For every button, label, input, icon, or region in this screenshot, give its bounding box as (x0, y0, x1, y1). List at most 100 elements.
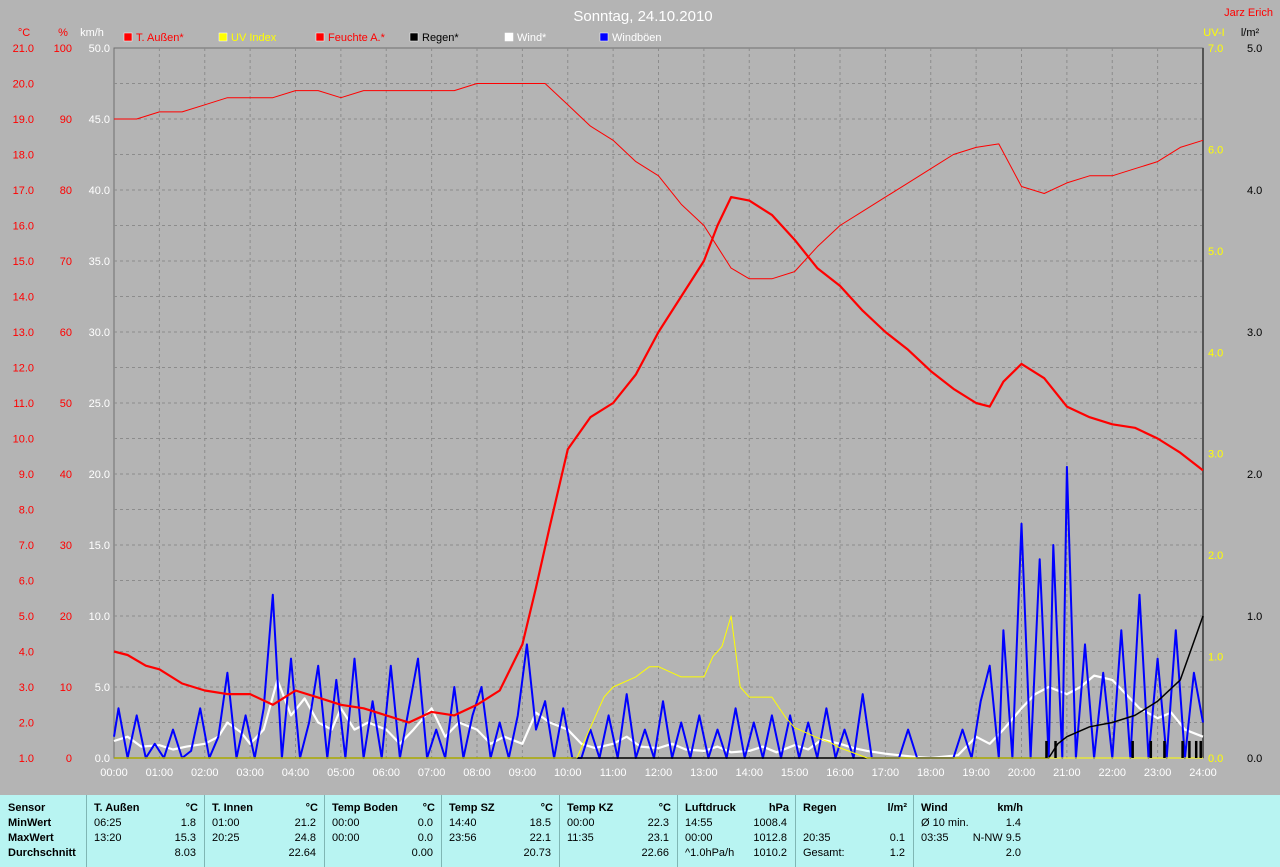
humidity-tick-label: 90 (60, 114, 72, 126)
stats-value-cell: 23.1 (647, 832, 669, 844)
legend-swatch (409, 32, 419, 42)
stats-value-cell: 1.4 (1005, 817, 1021, 829)
legend-label: UV Index (231, 32, 277, 44)
stats-time-cell: 23:56 (449, 832, 477, 844)
temp-tick-label: 3.0 (19, 682, 34, 694)
temp-tick-label: 12.0 (13, 363, 34, 375)
temp-tick-label: 19.0 (13, 114, 34, 126)
humidity-tick-label: 70 (60, 256, 72, 268)
wind-unit-label: km/h (80, 27, 104, 39)
stats-time-cell: 00:00 (567, 817, 595, 829)
rain-unit-label: l/m² (1241, 27, 1260, 39)
stats-value-cell: 20.73 (523, 847, 551, 859)
stats-group-unit: km/h (997, 802, 1023, 814)
humidity-tick-label: 80 (60, 185, 72, 197)
rain-tick-label: 0.0 (1247, 753, 1262, 765)
humidity-tick-label: 10 (60, 682, 72, 694)
x-tick-label: 12:00 (645, 767, 673, 779)
legend-label: Regen* (422, 32, 459, 44)
uv-tick-label: 6.0 (1208, 144, 1223, 156)
legend: T. Außen* UV Index Feuchte A.* Regen* Wind* W… (123, 32, 662, 44)
x-tick-label: 11:00 (600, 767, 627, 779)
humidity-unit-label: % (58, 27, 68, 39)
uv-tick-label: 3.0 (1208, 449, 1223, 461)
stats-value-cell: 22.3 (647, 817, 669, 829)
stats-value-cell: 24.8 (294, 832, 316, 844)
temp-tick-label: 15.0 (13, 256, 34, 268)
temp-tick-label: 14.0 (13, 292, 34, 304)
stats-time-cell: Gesamt: (803, 847, 845, 859)
series-regen-line (114, 615, 1204, 759)
stats-value-cell: 0.00 (411, 847, 433, 859)
stats-row-label: Durchschnitt (8, 847, 76, 859)
stats-group-unit: °C (422, 802, 435, 814)
x-tick-label: 04:00 (282, 767, 310, 779)
stats-value-cell: 1008.4 (753, 817, 787, 829)
rain-tick-label: 2.0 (1247, 469, 1262, 481)
series-feuchte-a-line (114, 83, 1204, 280)
temp-tick-label: 4.0 (19, 647, 34, 659)
stats-column-separator (324, 795, 325, 867)
rain-tick-label: 3.0 (1247, 327, 1262, 339)
stats-time-cell: 13:20 (94, 832, 122, 844)
stats-value-cell: 0.0 (417, 832, 433, 844)
x-tick-label: 07:00 (418, 767, 446, 779)
x-tick-label: 13:00 (690, 767, 718, 779)
x-tick-label: 15:00 (781, 767, 809, 779)
stats-time-cell: 00:00 (332, 832, 360, 844)
stats-group-unit: °C (185, 802, 198, 814)
humidity-tick-label: 60 (60, 327, 72, 339)
temp-tick-label: 20.0 (13, 79, 34, 91)
x-tick-label: 10:00 (554, 767, 582, 779)
stats-column-separator (913, 795, 914, 867)
stats-time-cell: ^1.0hPa/h (685, 847, 735, 859)
x-tick-label: 24:00 (1189, 767, 1217, 779)
stats-group-title: T. Außen (94, 802, 140, 814)
legend-label: Wind* (517, 32, 547, 44)
wind-tick-label: 10.0 (89, 611, 110, 623)
chart-title: Sonntag, 24.10.2010 (573, 8, 712, 25)
legend-label: T. Außen* (136, 32, 184, 44)
uv-tick-label: 4.0 (1208, 347, 1223, 359)
x-tick-label: 18:00 (917, 767, 945, 779)
x-tick-label: 03:00 (236, 767, 264, 779)
x-tick-label: 17:00 (872, 767, 900, 779)
x-tick-label: 09:00 (509, 767, 537, 779)
series-t-au-en-line (113, 196, 1204, 724)
stats-value-cell: 18.5 (529, 817, 551, 829)
stats-value-cell: 15.3 (174, 832, 196, 844)
stats-value-cell: 0.0 (417, 817, 433, 829)
stats-group-unit: °C (305, 802, 318, 814)
stats-group-title: Wind (921, 802, 948, 814)
stats-time-cell: 14:55 (685, 817, 713, 829)
legend-swatch (599, 32, 609, 42)
temp-tick-label: 16.0 (13, 221, 34, 233)
axes: 1.0 2.0 3.0 4.0 5.0 6.0 7.0 8.0 9.0 10.0 11.0 12.0 1… (13, 27, 1263, 779)
wind-tick-label: 0.0 (95, 753, 110, 765)
stats-time-cell: 03:35 (921, 832, 949, 844)
temp-tick-label: 17.0 (13, 185, 34, 197)
humidity-tick-label: 100 (54, 43, 72, 55)
humidity-tick-label: 20 (60, 611, 72, 623)
stats-time-cell: 01:00 (212, 817, 240, 829)
stats-column-separator (441, 795, 442, 867)
temp-tick-label: 21.0 (13, 43, 34, 55)
uv-tick-label: 0.0 (1208, 753, 1223, 765)
stats-time-cell: 00:00 (332, 817, 360, 829)
stats-row-label: MinWert (8, 817, 52, 829)
humidity-tick-label: 40 (60, 469, 72, 481)
stats-value-cell: 22.66 (641, 847, 669, 859)
weather-chart: Sonntag, 24.10.2010 Jarz Erich 1.0 2.0 3.0… (13, 7, 1273, 779)
stats-table: Sensor MinWert MaxWert Durchschnitt T. Außen… (0, 795, 1280, 867)
wind-tick-label: 40.0 (89, 185, 110, 197)
x-tick-label: 06:00 (372, 767, 400, 779)
x-tick-label: 08:00 (463, 767, 491, 779)
x-tick-label: 22:00 (1098, 767, 1126, 779)
x-tick-label: 00:00 (100, 767, 128, 779)
stats-row-label: Sensor (8, 802, 46, 814)
x-tick-label: 20:00 (1008, 767, 1036, 779)
stats-time-cell: 06:25 (94, 817, 122, 829)
author-label: Jarz Erich (1224, 7, 1273, 19)
x-tick-label: 19:00 (962, 767, 990, 779)
x-tick-label: 05:00 (327, 767, 355, 779)
